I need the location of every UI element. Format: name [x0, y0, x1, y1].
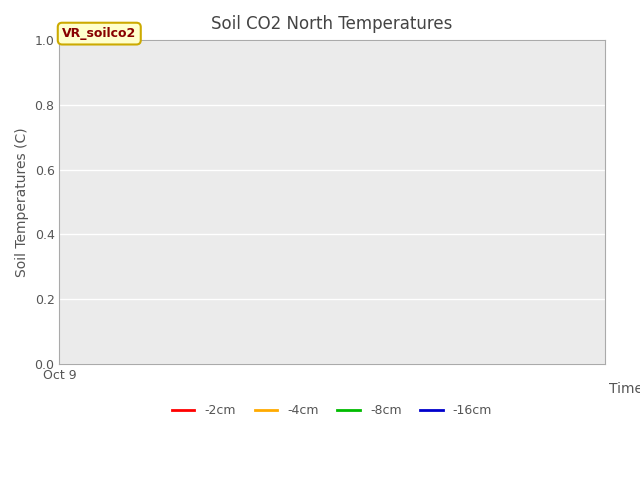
- Y-axis label: Soil Temperatures (C): Soil Temperatures (C): [15, 127, 29, 277]
- Text: VR_soilco2: VR_soilco2: [62, 27, 136, 40]
- X-axis label: Time: Time: [609, 382, 640, 396]
- Title: Soil CO2 North Temperatures: Soil CO2 North Temperatures: [211, 15, 452, 33]
- Legend: -2cm, -4cm, -8cm, -16cm: -2cm, -4cm, -8cm, -16cm: [167, 399, 497, 422]
